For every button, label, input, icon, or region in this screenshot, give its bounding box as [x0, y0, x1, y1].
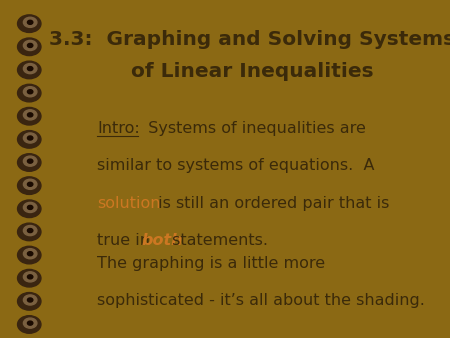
Circle shape	[27, 321, 33, 325]
Text: Systems of inequalities are: Systems of inequalities are	[138, 121, 366, 136]
Circle shape	[27, 252, 33, 256]
Circle shape	[23, 156, 37, 166]
Text: of Linear Inequalities: of Linear Inequalities	[130, 62, 374, 81]
Circle shape	[27, 182, 33, 186]
Circle shape	[23, 295, 37, 305]
Circle shape	[27, 67, 33, 71]
Text: ◆: ◆	[74, 256, 85, 270]
Circle shape	[18, 293, 41, 310]
Circle shape	[23, 17, 37, 27]
Text: ◆: ◆	[74, 121, 85, 136]
Circle shape	[27, 113, 33, 117]
Circle shape	[23, 272, 37, 282]
Circle shape	[18, 84, 41, 102]
Circle shape	[27, 136, 33, 140]
Circle shape	[23, 40, 37, 50]
Text: true in: true in	[97, 233, 155, 248]
Circle shape	[27, 298, 33, 302]
Circle shape	[18, 223, 41, 241]
Circle shape	[18, 130, 41, 148]
Circle shape	[23, 110, 37, 120]
Circle shape	[23, 64, 37, 74]
Text: statements.: statements.	[167, 233, 268, 248]
Circle shape	[18, 154, 41, 171]
Circle shape	[18, 316, 41, 333]
Circle shape	[27, 228, 33, 233]
Text: 3.3:  Graphing and Solving Systems: 3.3: Graphing and Solving Systems	[49, 30, 450, 49]
Circle shape	[27, 206, 33, 210]
Text: both: both	[142, 233, 183, 248]
Text: similar to systems of equations.  A: similar to systems of equations. A	[97, 158, 374, 173]
Circle shape	[27, 275, 33, 279]
Circle shape	[27, 20, 33, 24]
Circle shape	[18, 15, 41, 32]
Circle shape	[18, 107, 41, 125]
Circle shape	[23, 249, 37, 259]
Text: sophisticated - it’s all about the shading.: sophisticated - it’s all about the shadi…	[97, 293, 425, 308]
Circle shape	[18, 61, 41, 79]
Circle shape	[23, 179, 37, 189]
Circle shape	[23, 202, 37, 213]
Circle shape	[23, 133, 37, 143]
Text: Intro:: Intro:	[97, 121, 140, 136]
Text: solution: solution	[97, 196, 161, 211]
Circle shape	[23, 225, 37, 236]
Circle shape	[18, 200, 41, 218]
Circle shape	[27, 159, 33, 163]
Circle shape	[18, 177, 41, 194]
Text: is still an ordered pair that is: is still an ordered pair that is	[153, 196, 389, 211]
Circle shape	[18, 269, 41, 287]
Circle shape	[18, 246, 41, 264]
Circle shape	[27, 43, 33, 47]
Circle shape	[23, 318, 37, 328]
Text: The graphing is a little more: The graphing is a little more	[97, 256, 325, 271]
Circle shape	[18, 38, 41, 55]
Circle shape	[23, 87, 37, 97]
Circle shape	[27, 90, 33, 94]
